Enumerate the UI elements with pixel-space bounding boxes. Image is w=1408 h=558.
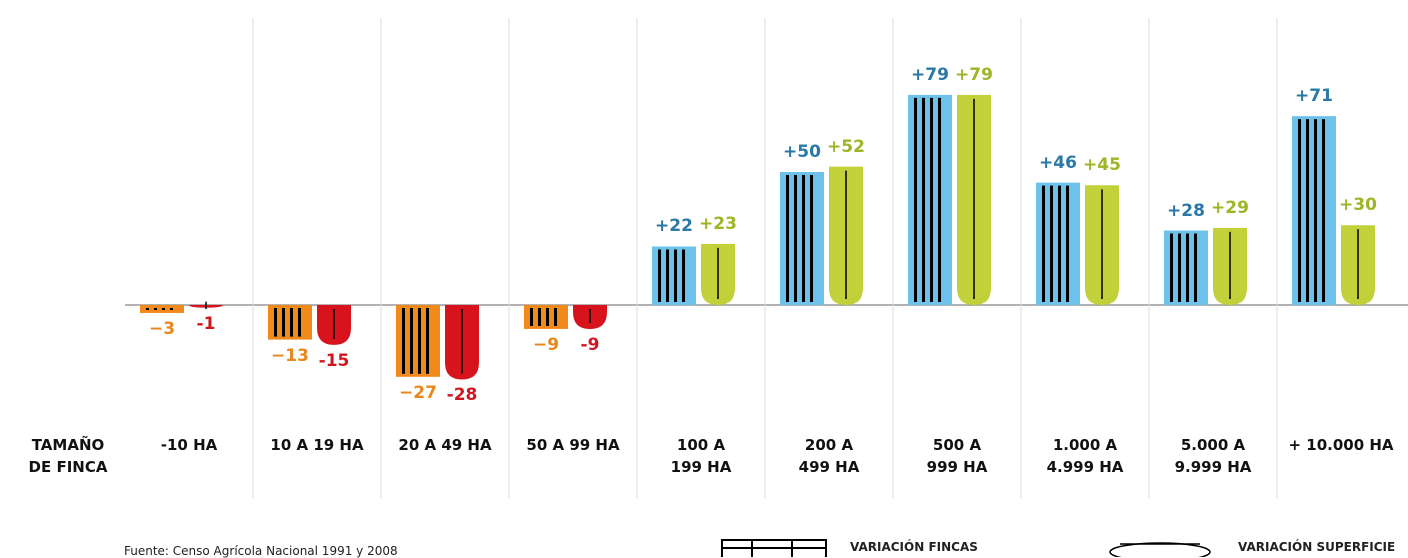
bar [268, 305, 312, 340]
legend-icon-fincas [722, 540, 826, 557]
value-label: +30 [1328, 195, 1388, 215]
legend-label: VARIACIÓN FINCAS [850, 540, 978, 554]
legend-label: VARIACIÓN SUPERFICIE [1238, 540, 1395, 554]
legend-icon-superficie [1110, 543, 1210, 557]
x-tick-label: 200 A 499 HA [771, 434, 887, 478]
x-tick-label: 500 A 999 HA [899, 434, 1015, 478]
x-tick-label: 100 A 199 HA [643, 434, 759, 478]
bar [445, 305, 479, 379]
bar [908, 95, 952, 305]
bar-pattern [786, 175, 818, 302]
bar [396, 305, 440, 377]
x-tick-label: 5.000 A 9.999 HA [1155, 434, 1271, 478]
bar [1036, 183, 1080, 305]
value-label: -1 [176, 314, 236, 334]
bar-pattern [1042, 186, 1074, 302]
bar-pattern [1170, 234, 1202, 302]
bar [957, 95, 991, 305]
bar [829, 167, 863, 305]
x-tick-label: -10 HA [131, 434, 247, 456]
bar [701, 244, 735, 305]
bar-pattern [914, 98, 946, 302]
value-label: +45 [1072, 155, 1132, 175]
bar [1164, 231, 1208, 305]
bar [1213, 228, 1247, 305]
bar-pattern [658, 249, 690, 302]
value-label: -9 [560, 335, 620, 355]
value-label: +52 [816, 137, 876, 157]
x-tick-label: 20 A 49 HA [387, 434, 503, 456]
value-label: +23 [688, 214, 748, 234]
value-label: -28 [432, 385, 492, 405]
axis-label: TAMAÑO DE FINCA [18, 434, 118, 478]
bar [780, 172, 824, 305]
bar-pattern [530, 308, 562, 326]
x-tick-label: + 10.000 HA [1283, 434, 1399, 456]
bar [652, 246, 696, 305]
source: Fuente: Censo Agrícola Nacional 1991 y 2… [124, 544, 398, 558]
value-label: +71 [1284, 86, 1344, 106]
bar [189, 302, 223, 309]
x-tick-label: 1.000 A 4.999 HA [1027, 434, 1143, 478]
bar [1341, 225, 1375, 305]
value-label: -15 [304, 351, 364, 371]
bar-pattern [402, 308, 434, 374]
bar [524, 305, 568, 329]
x-tick-label: 10 A 19 HA [259, 434, 375, 456]
bar [140, 305, 184, 313]
bar [317, 305, 351, 345]
bar-pattern [146, 308, 178, 310]
bar [573, 305, 607, 329]
bar [1085, 185, 1119, 305]
x-tick-label: 50 A 99 HA [515, 434, 631, 456]
value-label: +79 [944, 65, 1004, 85]
page: TAMAÑO DE FINCA Fuente: Censo Agrícola N… [0, 0, 1408, 557]
bar-pattern [1298, 119, 1330, 302]
value-label: +29 [1200, 198, 1260, 218]
bar-pattern [274, 308, 306, 337]
